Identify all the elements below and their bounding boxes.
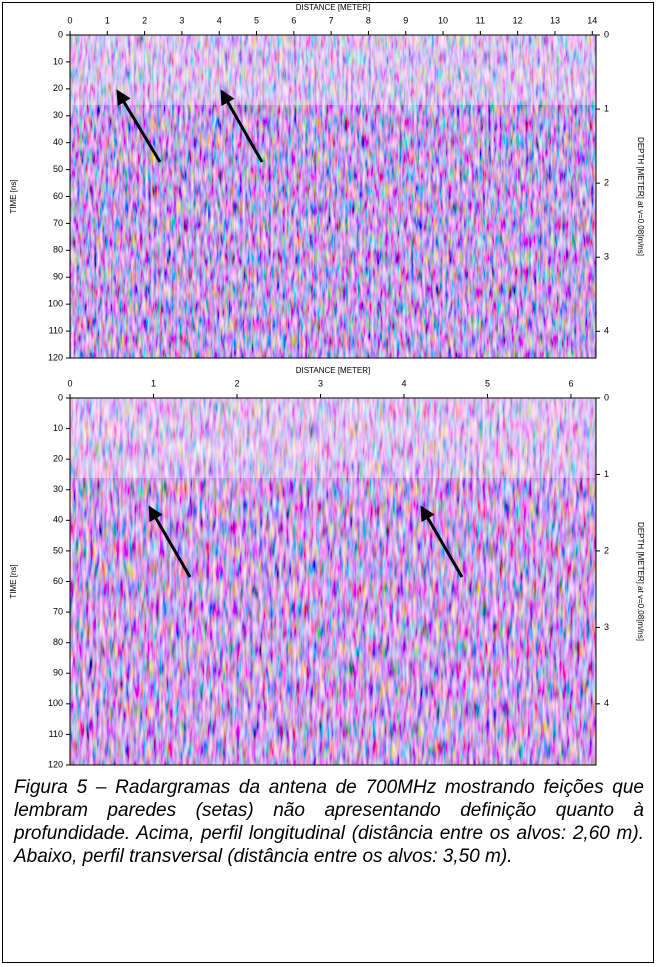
- x-tick-label: 13: [550, 15, 560, 25]
- y-tick-label: 110: [49, 729, 63, 739]
- radargram-shade: [70, 398, 596, 478]
- radargram-panel: DISTANCE [METER] TIME [ns] DEPTH [METER] a…: [9, 366, 645, 769]
- y-tick-label: 30: [53, 110, 63, 120]
- x-tick-label: 0: [67, 15, 72, 25]
- x-tick-label: 10: [438, 15, 448, 25]
- y-tick-label: 80: [53, 245, 63, 255]
- x-tick-label: 3: [318, 378, 323, 388]
- y2-tick-label: 1: [604, 469, 609, 479]
- y-tick-label: 50: [53, 164, 63, 174]
- radargram-panel: DISTANCE [METER] TIME [ns] DEPTH [METER] a…: [9, 3, 645, 362]
- figure: DISTANCE [METER] TIME [ns] DEPTH [METER] a…: [9, 3, 645, 769]
- figure-caption: Figura 5 – Radargramas da antena de 700M…: [14, 777, 644, 867]
- x-tick-label: 0: [67, 378, 72, 388]
- y2-tick-label: 4: [604, 326, 609, 336]
- y-tick-label: 10: [53, 56, 63, 66]
- y-tick-label: 40: [53, 137, 63, 147]
- y-tick-label: 0: [58, 29, 63, 39]
- y-tick-label: 70: [53, 218, 63, 228]
- x-tick-label: 5: [485, 378, 490, 388]
- x-tick-label: 2: [142, 15, 147, 25]
- x-tick-label: 3: [179, 15, 184, 25]
- x-tick-label: 2: [234, 378, 239, 388]
- y-tick-label: 30: [53, 484, 63, 494]
- arrow: [420, 505, 464, 578]
- y2-tick-label: 0: [604, 392, 609, 402]
- y-tick-label: 90: [53, 668, 63, 678]
- x-tick-label: 9: [403, 15, 408, 25]
- y-tick-label: 80: [53, 637, 63, 647]
- y-axis-title: TIME [ns]: [9, 179, 18, 213]
- x-tick-label: 6: [291, 15, 296, 25]
- x-tick-label: 12: [513, 15, 523, 25]
- x-tick-label: 5: [254, 15, 259, 25]
- radargram-image: [70, 398, 596, 765]
- y-tick-label: 60: [53, 576, 63, 586]
- x-axis-title: DISTANCE [METER]: [296, 366, 371, 375]
- y-tick-label: 20: [53, 454, 63, 464]
- y-tick-label: 40: [53, 515, 63, 525]
- arrow: [116, 89, 162, 163]
- x-tick-label: 14: [587, 15, 597, 25]
- arrow: [220, 89, 264, 163]
- x-tick-label: 4: [217, 15, 222, 25]
- y-tick-label: 20: [53, 83, 63, 93]
- y-tick-label: 120: [48, 759, 63, 769]
- y-tick-label: 60: [53, 191, 63, 201]
- arrow: [148, 505, 192, 578]
- y2-tick-label: 1: [604, 103, 609, 113]
- x-tick-label: 8: [366, 15, 371, 25]
- radargram-image: [70, 35, 596, 358]
- y2-axis-title: DEPTH [METER] at v=0.08[m/ns]: [636, 522, 645, 641]
- y-axis-title: TIME [ns]: [9, 564, 18, 598]
- radargram-shade: [70, 35, 596, 105]
- y2-tick-label: 3: [604, 622, 609, 632]
- y2-axis-title: DEPTH [METER] at v=0.08[m/ns]: [636, 137, 645, 256]
- y-tick-label: 10: [53, 423, 63, 433]
- x-axis-title: DISTANCE [METER]: [296, 3, 371, 12]
- y-tick-label: 100: [48, 698, 63, 708]
- x-tick-label: 7: [329, 15, 334, 25]
- y-tick-label: 110: [49, 325, 63, 335]
- y-tick-label: 50: [53, 545, 63, 555]
- y-tick-label: 0: [58, 392, 63, 402]
- y2-tick-label: 0: [604, 29, 609, 39]
- y-tick-label: 120: [48, 352, 63, 362]
- y2-tick-label: 3: [604, 252, 609, 262]
- y-tick-label: 100: [48, 299, 63, 309]
- x-tick-label: 1: [105, 15, 110, 25]
- y2-tick-label: 2: [604, 178, 609, 188]
- y2-tick-label: 4: [604, 698, 609, 708]
- y-tick-label: 70: [53, 606, 63, 616]
- y-tick-label: 90: [53, 272, 63, 282]
- x-tick-label: 4: [401, 378, 406, 388]
- y2-tick-label: 2: [604, 545, 609, 555]
- x-tick-label: 11: [476, 15, 485, 25]
- x-tick-label: 1: [151, 378, 156, 388]
- x-tick-label: 6: [568, 378, 573, 388]
